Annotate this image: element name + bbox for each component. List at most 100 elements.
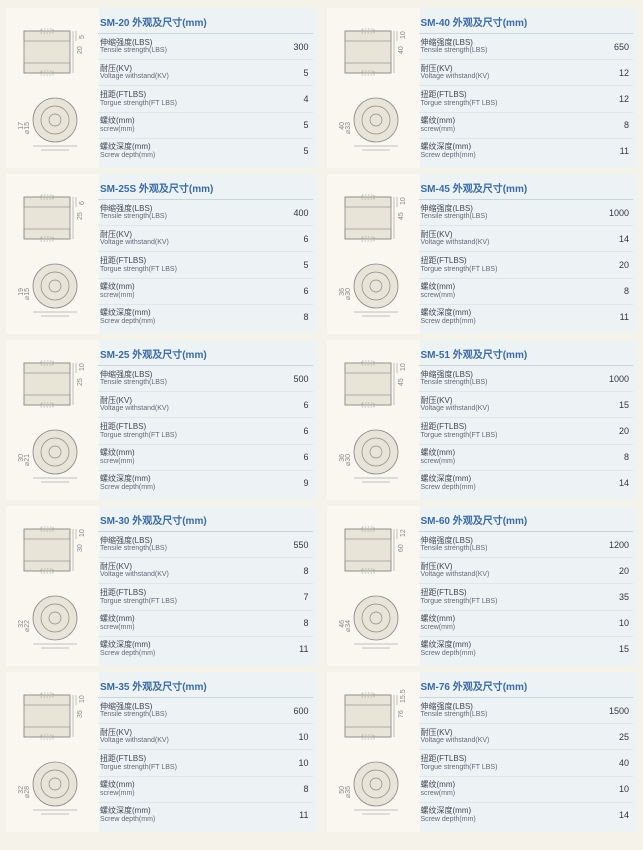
spec-label-cn: 螺纹深度(mm) [421,806,476,816]
diagram-side-view: 20 5 [16,21,86,79]
spec-label-cn: 扭距(FTLBS) [100,754,177,764]
spec-label-en: Voltage withstand(KV) [421,239,490,247]
spec-row: 扭距(FTLBS) Torgue strength(FT LBS) 5 [98,252,313,278]
spec-row: 耐压(KV) Voltage withstand(KV) 20 [419,558,634,584]
spec-label-en: Screw depth(mm) [100,650,155,658]
spec-row: 耐压(KV) Voltage withstand(KV) 15 [419,392,634,418]
diagram-column: 60 12 ⌀34 46 [329,510,415,662]
spec-label-en: Screw depth(mm) [100,484,155,492]
spec-row: 耐压(KV) Voltage withstand(KV) 6 [98,226,313,252]
svg-text:12: 12 [400,529,407,537]
svg-text:⌀28: ⌀28 [24,786,31,798]
diagram-side-view: 25 6 [16,187,86,245]
spec-label-cn: 螺纹(mm) [421,116,456,126]
spec-label: 耐压(KV) Voltage withstand(KV) [421,728,490,746]
spec-label-en: Torgue strength(FT LBS) [100,266,177,274]
spec-label: 扭距(FTLBS) Torgue strength(FT LBS) [100,422,177,440]
spec-label-en: Screw depth(mm) [421,816,476,824]
spec-label-cn: 伸缩强度(LBS) [421,204,488,214]
svg-text:20: 20 [77,46,84,54]
spec-label-cn: 扭距(FTLBS) [421,90,498,100]
spec-value: 1000 [609,374,629,384]
spec-label: 螺纹(mm) screw(mm) [421,282,456,300]
spec-label-en: Tensile strength(LBS) [100,711,167,719]
product-row: 35 10 ⌀28 32 SM-35 外观及尺寸(mm) 伸缩强度(LBS) T… [6,672,637,832]
spec-label: 螺纹(mm) screw(mm) [100,282,135,300]
diagram-bottom-view: ⌀30 36 [337,421,407,491]
diagram-column: 25 10 ⌀21 30 [8,344,94,496]
spec-label: 螺纹(mm) screw(mm) [421,448,456,466]
spec-value: 25 [619,732,629,742]
product-title: SM-20 外观及尺寸(mm) [98,12,313,34]
spec-row: 伸缩强度(LBS) Tensile strength(LBS) 1000 [419,200,634,226]
spec-label-en: Torgue strength(FT LBS) [100,598,177,606]
spec-label: 螺纹深度(mm) Screw depth(mm) [100,142,155,160]
spec-value: 40 [619,758,629,768]
spec-label-en: Torgue strength(FT LBS) [421,764,498,772]
spec-label: 扭距(FTLBS) Torgue strength(FT LBS) [100,256,177,274]
spec-label-en: Screw depth(mm) [100,152,155,160]
spec-label: 螺纹(mm) screw(mm) [421,116,456,134]
diagram-side-view: 30 10 [16,519,86,577]
spec-label-en: screw(mm) [100,458,135,466]
spec-label-cn: 螺纹深度(mm) [421,308,476,318]
spec-value: 10 [298,758,308,768]
spec-label-en: Screw depth(mm) [421,484,476,492]
spec-label-en: Voltage withstand(KV) [100,405,169,413]
spec-label-en: Screw depth(mm) [100,318,155,326]
spec-label-cn: 螺纹深度(mm) [100,806,155,816]
spec-label-en: Voltage withstand(KV) [421,405,490,413]
spec-value: 14 [619,810,629,820]
spec-label-cn: 扭距(FTLBS) [100,588,177,598]
spec-row: 扭距(FTLBS) Torgue strength(FT LBS) 35 [419,584,634,610]
spec-row: 扭距(FTLBS) Torgue strength(FT LBS) 20 [419,252,634,278]
spec-row: 伸缩强度(LBS) Tensile strength(LBS) 1000 [419,366,634,392]
svg-text:76: 76 [398,710,405,718]
spec-label: 耐压(KV) Voltage withstand(KV) [421,64,490,82]
spec-label-cn: 伸缩强度(LBS) [100,702,167,712]
svg-text:⌀35: ⌀35 [345,786,352,798]
spec-value: 8 [624,452,629,462]
spec-label: 螺纹深度(mm) Screw depth(mm) [421,806,476,824]
spec-label: 扭距(FTLBS) Torgue strength(FT LBS) [100,90,177,108]
spec-label-en: screw(mm) [421,126,456,134]
spec-label-cn: 伸缩强度(LBS) [100,38,167,48]
spec-value: 500 [293,374,308,384]
spec-row: 耐压(KV) Voltage withstand(KV) 10 [98,724,313,750]
svg-text:10: 10 [79,529,86,537]
svg-text:25: 25 [77,378,84,386]
svg-text:10: 10 [79,363,86,371]
diagram-column: 45 10 ⌀30 36 [329,178,415,330]
product-card: 35 10 ⌀28 32 SM-35 外观及尺寸(mm) 伸缩强度(LBS) T… [6,672,317,832]
svg-text:45: 45 [398,212,405,220]
spec-label-cn: 耐压(KV) [421,64,490,74]
spec-label: 螺纹深度(mm) Screw depth(mm) [421,142,476,160]
spec-value: 1200 [609,540,629,550]
spec-label: 伸缩强度(LBS) Tensile strength(LBS) [421,204,488,222]
spec-row: 螺纹深度(mm) Screw depth(mm) 11 [98,803,313,828]
spec-label-cn: 耐压(KV) [100,64,169,74]
svg-text:40: 40 [398,46,405,54]
spec-value: 20 [619,260,629,270]
svg-text:50: 50 [339,786,346,794]
spec-row: 螺纹深度(mm) Screw depth(mm) 11 [419,305,634,330]
spec-row: 螺纹(mm) screw(mm) 8 [98,611,313,637]
diagram-column: 45 10 ⌀30 36 [329,344,415,496]
spec-value: 6 [303,400,308,410]
spec-row: 螺纹(mm) screw(mm) 10 [419,777,634,803]
product-title: SM-40 外观及尺寸(mm) [419,12,634,34]
svg-text:32: 32 [18,620,25,628]
spec-value: 8 [303,312,308,322]
spec-value: 9 [303,478,308,488]
spec-label-en: Tensile strength(LBS) [421,379,488,387]
spec-row: 扭距(FTLBS) Torgue strength(FT LBS) 7 [98,584,313,610]
spec-row: 螺纹(mm) screw(mm) 6 [98,279,313,305]
spec-label-cn: 螺纹(mm) [421,448,456,458]
diagram-column: 76 15.5 ⌀35 50 [329,676,415,828]
spec-row: 耐压(KV) Voltage withstand(KV) 12 [419,60,634,86]
spec-label: 伸缩强度(LBS) Tensile strength(LBS) [421,370,488,388]
spec-row: 伸缩强度(LBS) Tensile strength(LBS) 600 [98,698,313,724]
spec-value: 300 [293,42,308,52]
spec-row: 伸缩强度(LBS) Tensile strength(LBS) 400 [98,200,313,226]
spec-label-en: Voltage withstand(KV) [421,571,490,579]
